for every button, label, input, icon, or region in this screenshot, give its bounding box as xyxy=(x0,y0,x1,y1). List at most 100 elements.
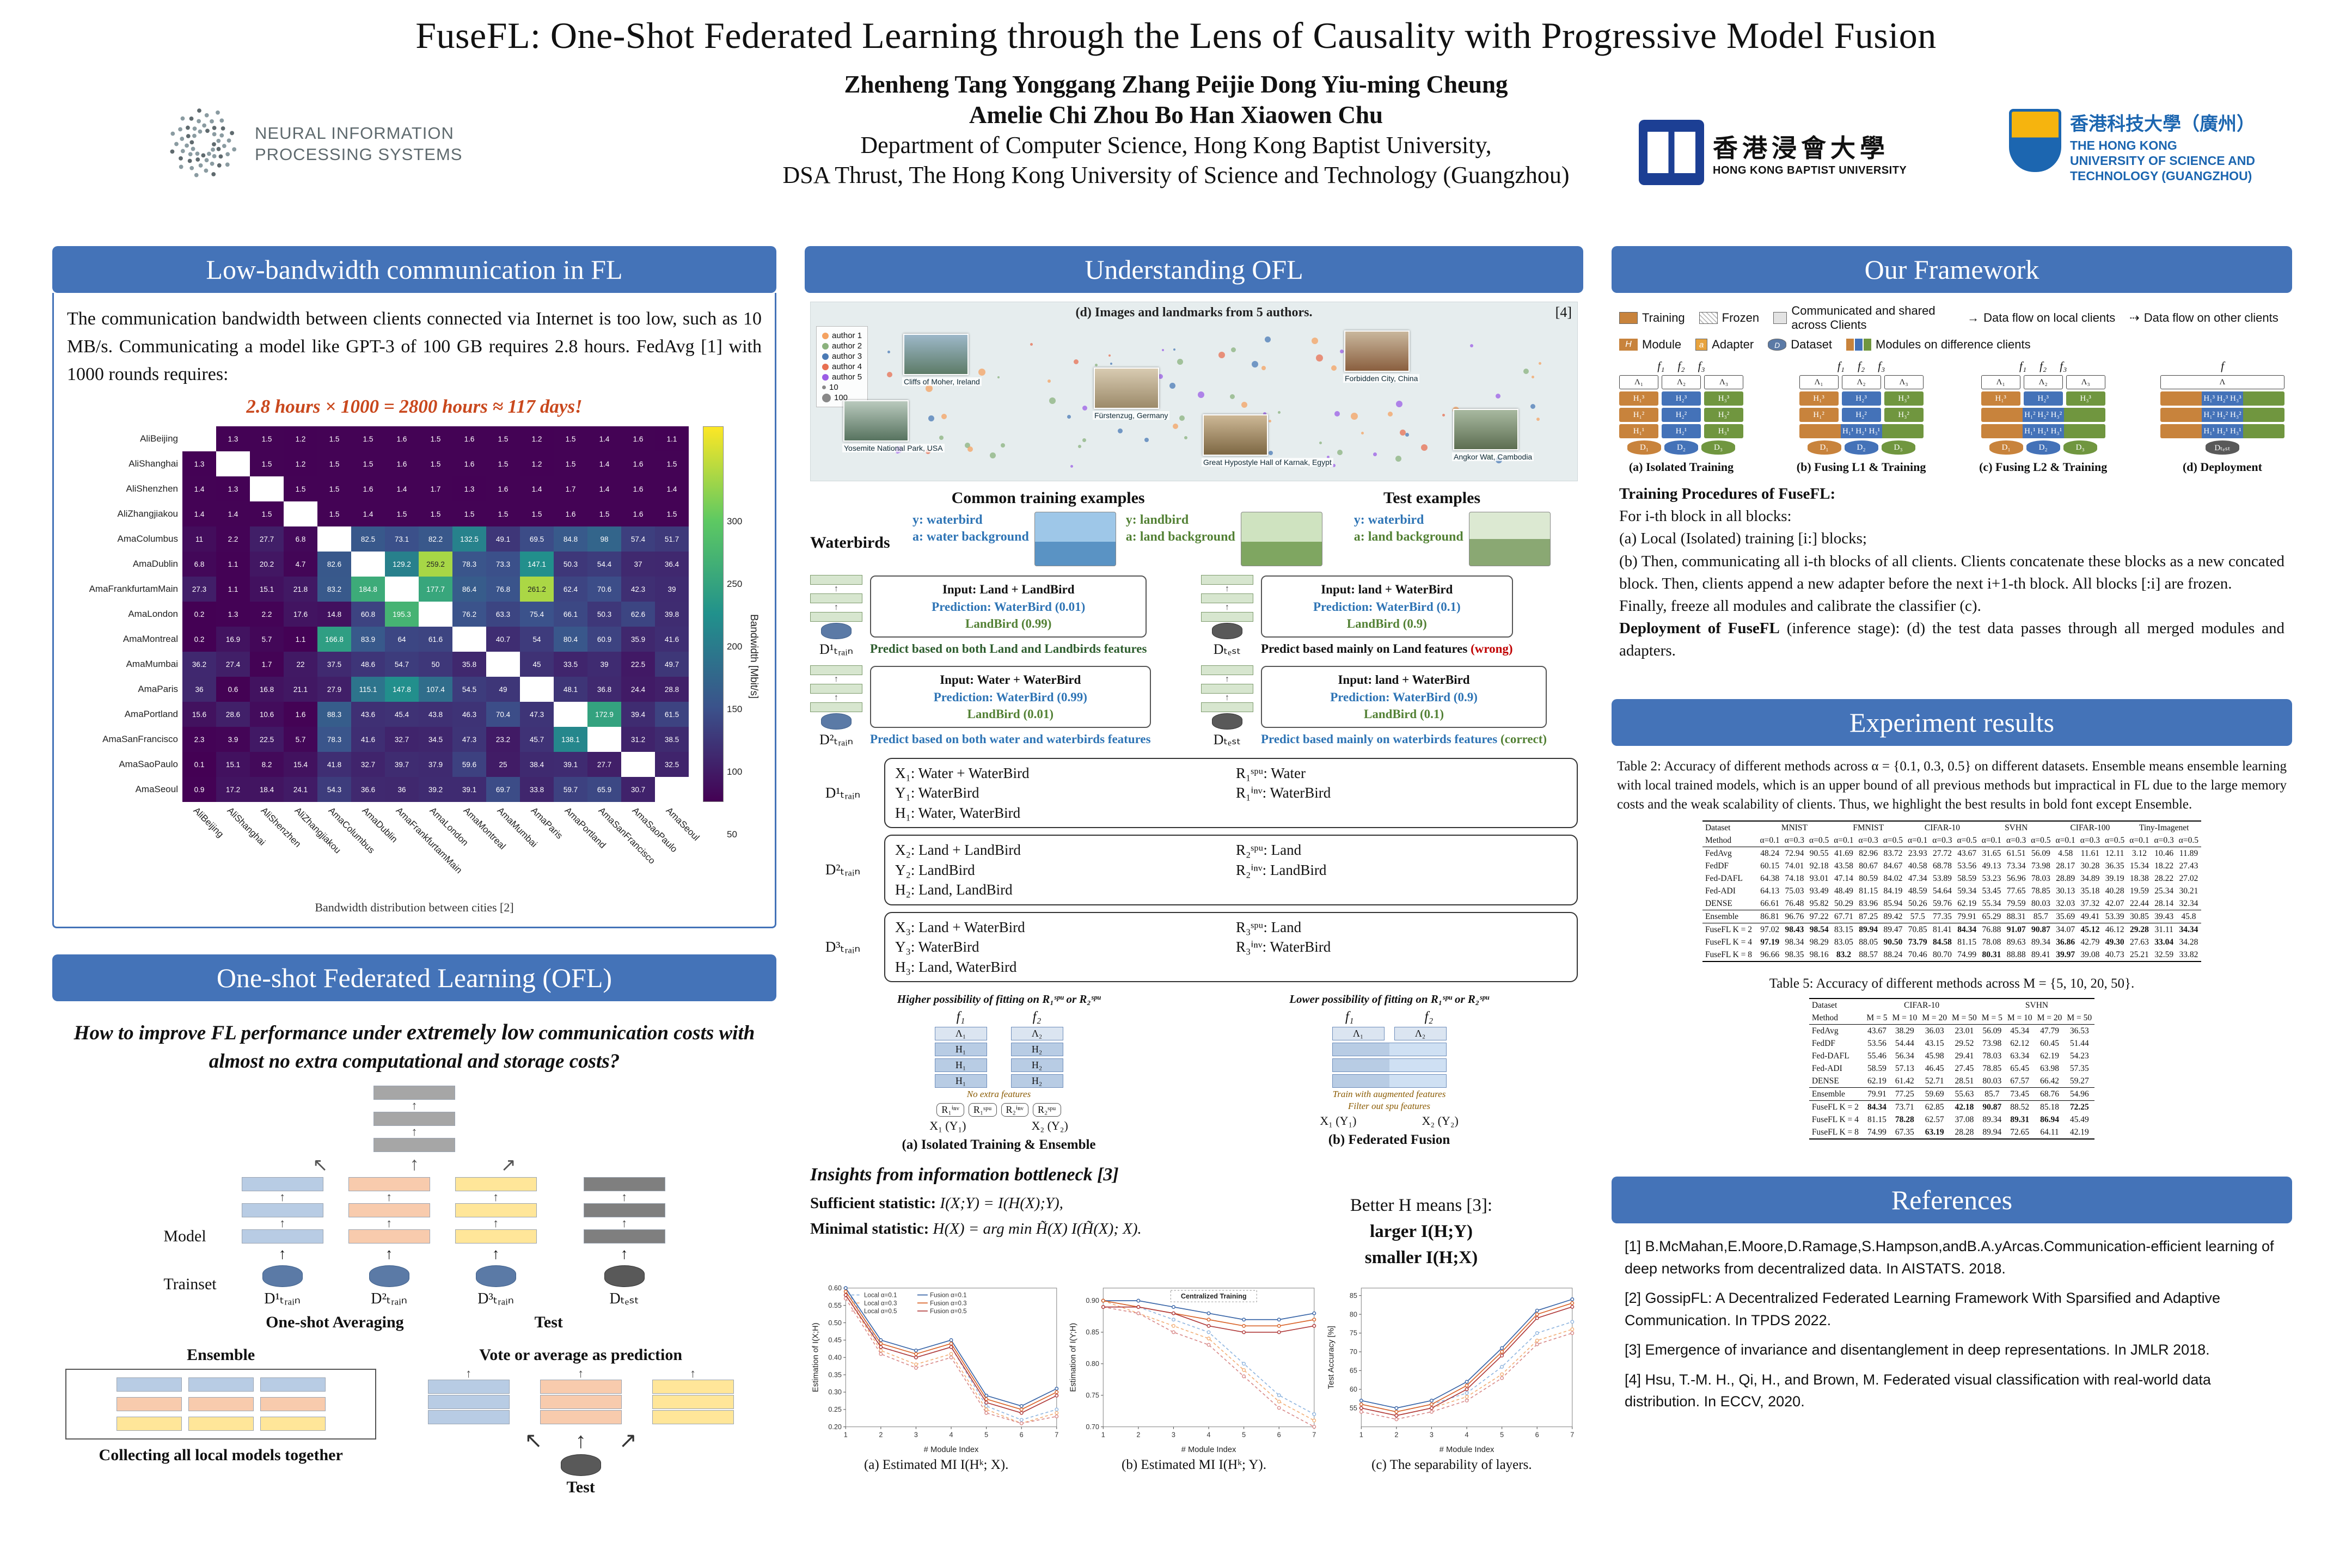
dataset-cylinder: D₁ xyxy=(1627,440,1661,455)
value-cell: 67.71 xyxy=(1831,910,1857,924)
value-cell: 3.12 xyxy=(2132,848,2147,858)
landmarks-map-figure: (d) Images and landmarks from 5 authors.… xyxy=(810,302,1578,481)
svg-text:7: 7 xyxy=(1055,1431,1058,1438)
heatmap-caption: Bandwidth distribution between cities [2… xyxy=(315,901,514,914)
value-cell: 50.26 xyxy=(1908,898,1927,908)
heatmap-cell: 15.6 xyxy=(182,702,216,727)
hkbu-logo: 香港浸會大學 HONG KONG BAPTIST UNIVERSITY xyxy=(1639,120,1907,185)
heatmap-cell: 1.4 xyxy=(182,476,216,501)
cost-highlight-text: 2.8 hours × 1000 = 2800 hours ≈ 117 days… xyxy=(246,396,583,417)
heatmap-cell: 1.5 xyxy=(419,426,452,451)
colorbar-tick: 200 xyxy=(727,641,743,652)
heatmap-cell: 1.1 xyxy=(216,552,250,577)
heatmap-cell: 39.8 xyxy=(655,602,689,627)
map-data-dot xyxy=(1530,404,1536,409)
svg-text:6: 6 xyxy=(1535,1431,1539,1438)
value-cell: 49.41 xyxy=(2078,910,2103,924)
procedures-deploy-bold: Deployment of FuseFL xyxy=(1619,620,1780,638)
filter-spu-note: Filter out spu features xyxy=(1348,1101,1430,1112)
dataset-cylinder: D₁ xyxy=(1807,440,1841,455)
flow4-pred-landbird: LandBird (0.1) xyxy=(1364,707,1444,721)
training-swatch-icon xyxy=(1619,312,1638,324)
dataset-cylinder: D₂ xyxy=(1664,440,1698,455)
heatmap-cell: 36.2 xyxy=(182,652,216,677)
ensemble-caption: Collecting all local models together xyxy=(99,1446,343,1465)
client-function-label: f₂ xyxy=(2039,359,2047,372)
framework-legend: Training Frozen Communicated and shared … xyxy=(1619,304,2284,352)
svg-text:1: 1 xyxy=(844,1431,848,1438)
value-cell: 52.71 xyxy=(1925,1076,1944,1086)
map-data-dot xyxy=(1095,363,1098,366)
value-cell: 89.47 xyxy=(1883,924,1903,934)
value-cell: 45.12 xyxy=(2080,924,2100,934)
ofl-question-post: communication costs with almost no extra… xyxy=(209,1022,755,1073)
test-cylinder-icon xyxy=(1212,713,1242,730)
value-cell: 63.98 xyxy=(2040,1063,2059,1073)
heatmap-cell: 18.4 xyxy=(250,777,284,802)
table-subheader: α=0.3 xyxy=(2152,834,2177,848)
table-row: Fed-ADI 58.59 57.13 46.45 27.45 78.85 65.45 63.… xyxy=(1809,1062,2094,1075)
heatmap-cell: 1.5 xyxy=(284,476,317,501)
value-cell: 34.28 xyxy=(2179,937,2198,947)
value-cell: 48.24 xyxy=(1760,848,1780,858)
heatmap-cell: 60.8 xyxy=(351,602,385,627)
client-function-label: f₃ xyxy=(1878,359,1885,372)
table-row: Ensemble 86.81 96.76 97.22 67.71 87.25 89.42 57… xyxy=(1702,910,2201,924)
value-cell: 84.67 xyxy=(1883,861,1903,871)
map-data-dot xyxy=(1399,430,1406,436)
map-data-dot xyxy=(1331,365,1337,371)
middle-column: Understanding OFL (d) Images and landmar… xyxy=(805,246,1583,1482)
map-reference: [4] xyxy=(1555,304,1572,320)
heatmap-cell: 36.8 xyxy=(587,677,621,702)
heatmap-cell: 1.6 xyxy=(452,451,486,476)
heatmap-cell: 64 xyxy=(385,627,419,652)
value-cell: 89.94 xyxy=(1859,924,1878,934)
eq2-h: H₂: Land, LandBird xyxy=(895,881,1013,898)
heatmap-cell xyxy=(486,652,520,677)
stack-side-labels: Model Trainset xyxy=(163,1227,216,1308)
dataset-cylinder: D₃ xyxy=(1701,440,1735,455)
example3-y: y: waterbird xyxy=(1353,513,1424,527)
heatmap-cell: 1.7 xyxy=(250,652,284,677)
value-cell: 78.08 xyxy=(1982,937,2001,947)
heatmap-cell: 63.3 xyxy=(486,602,520,627)
value-cell: 18.38 xyxy=(2129,873,2149,883)
common-training-heading: Common training examples xyxy=(951,489,1145,507)
author-legend-label: author 4 xyxy=(832,362,862,371)
map-data-dot xyxy=(1264,336,1271,343)
stack-captions: One-shot Averaging Test xyxy=(65,1313,763,1332)
heatmap-cell: 1.3 xyxy=(216,602,250,627)
heatmap-cell: 22 xyxy=(284,652,317,677)
value-cell: 35.69 xyxy=(2053,910,2078,924)
d2-train-label: D²ₜᵣₐᵢₙ xyxy=(371,1290,407,1308)
results-table: Dataset MNIST FMNIST CIFAR-10 SVHN CIFAR-100 T… xyxy=(1702,820,2201,963)
svg-text:Fusion α=0.5: Fusion α=0.5 xyxy=(930,1308,967,1315)
dataset-cylinder-icon xyxy=(821,623,852,639)
value-cell: 60.45 xyxy=(2040,1038,2059,1048)
value-cell: 73.98 xyxy=(2031,861,2050,871)
value-cell: 46.45 xyxy=(1925,1063,1944,1073)
heatmap-cell: 1.5 xyxy=(317,451,351,476)
map-data-dot xyxy=(1395,456,1402,462)
module-icon: H xyxy=(1619,339,1638,351)
value-cell: 28.22 xyxy=(2154,873,2174,883)
x1-label: X₁ xyxy=(1320,1114,1333,1128)
svg-text:3: 3 xyxy=(914,1431,918,1438)
heatmap-cell: 1.5 xyxy=(587,501,621,526)
eq3-rspu: R₃ˢᵖᵘ: Land xyxy=(1236,918,1302,935)
modules-diff-icon xyxy=(1846,339,1872,351)
example-column-headings: Common training examples Test examples xyxy=(810,489,1578,507)
heatmap-cell: 22.5 xyxy=(621,652,655,677)
mi-x-chart: 0.20 0.25 0.30 0.35 0.40 0.45 0.50 0.55 0.60 1 2 3 4… xyxy=(812,1284,1059,1454)
authors-line-2: Amelie Chi Zhou Bo Han Xiaowen Chu xyxy=(969,101,1383,128)
heatmap-row-label: AmaSanFrancisco xyxy=(102,734,178,744)
heatmap-cell: 1.6 xyxy=(621,476,655,501)
heatmap-cell: 45.4 xyxy=(385,702,419,727)
heatmap-cell: 32.5 xyxy=(655,752,689,777)
heatmap-cell xyxy=(587,727,621,752)
network-stack: ↑ ↑ Dₜₑₛₜ xyxy=(1201,665,1253,748)
table-subheader: α=0.5 xyxy=(2102,834,2127,848)
flow-train-1: ↑ ↑ D¹ₜᵣₐᵢₙ Input: Land + LandBird Predic… xyxy=(810,575,1187,658)
heatmap-cell: 73.1 xyxy=(385,526,419,552)
flow4-dataset-label: Dₜₑₛₜ xyxy=(1213,732,1241,748)
